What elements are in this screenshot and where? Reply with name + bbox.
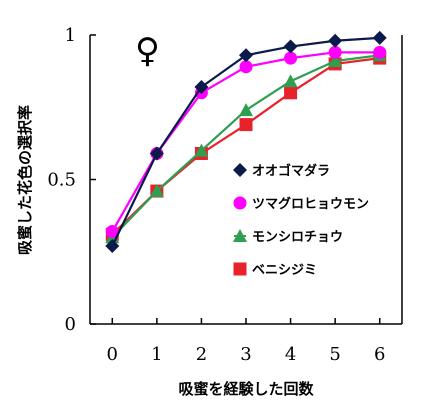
data-point: [194, 80, 209, 95]
legend-label: モンシロチョウ: [252, 230, 343, 245]
data-point: [373, 45, 387, 59]
legend-label: オオゴマダラ: [252, 163, 330, 179]
legend-marker: [233, 163, 247, 177]
data-point: [194, 143, 209, 157]
data-point: [328, 33, 343, 48]
legend-item: ベニシジミ: [233, 262, 317, 278]
x-tick-label: 2: [196, 344, 207, 365]
legend-label: ツマグロヒョウモン: [252, 196, 369, 212]
legend-marker: [233, 229, 247, 242]
series-group: [105, 48, 387, 244]
y-tick-label: 1: [65, 25, 76, 46]
legend-marker: [233, 262, 247, 276]
data-point: [149, 184, 164, 198]
legend-item: オオゴマダラ: [233, 163, 330, 179]
legend-label: ベニシジミ: [252, 263, 317, 278]
x-tick-label: 1: [151, 344, 162, 365]
y-axis-title: 吸蜜した花色の選択率: [16, 105, 34, 255]
y-tick-label: 0: [65, 314, 76, 335]
data-point: [105, 225, 119, 239]
data-point: [328, 54, 343, 68]
legend-marker: [233, 196, 247, 210]
x-tick-label: 3: [240, 344, 251, 365]
data-point: [372, 30, 387, 45]
x-tick-label: 4: [285, 344, 296, 365]
data-point: [284, 86, 298, 100]
y-tick-label: 0.5: [47, 170, 76, 191]
x-tick-label: 0: [107, 344, 118, 365]
legend-item: モンシロチョウ: [233, 229, 343, 245]
x-axis-title: 吸蜜を経験した回数: [178, 380, 314, 398]
female-symbol-annotation: ♀: [135, 31, 160, 71]
x-tick-label: 5: [329, 344, 340, 365]
data-point: [239, 60, 253, 74]
data-point: [284, 51, 298, 65]
data-point: [239, 48, 253, 63]
data-point: [283, 74, 298, 88]
data-point: [239, 118, 253, 132]
series-group: [105, 51, 387, 241]
data-point: [105, 238, 120, 253]
legend-item: ツマグロヒョウモン: [233, 196, 369, 212]
data-point: [149, 146, 164, 161]
data-point: [328, 45, 342, 59]
x-tick-label: 6: [374, 344, 385, 365]
series-group: [105, 30, 387, 253]
data-point: [239, 103, 253, 117]
data-point: [283, 39, 298, 54]
